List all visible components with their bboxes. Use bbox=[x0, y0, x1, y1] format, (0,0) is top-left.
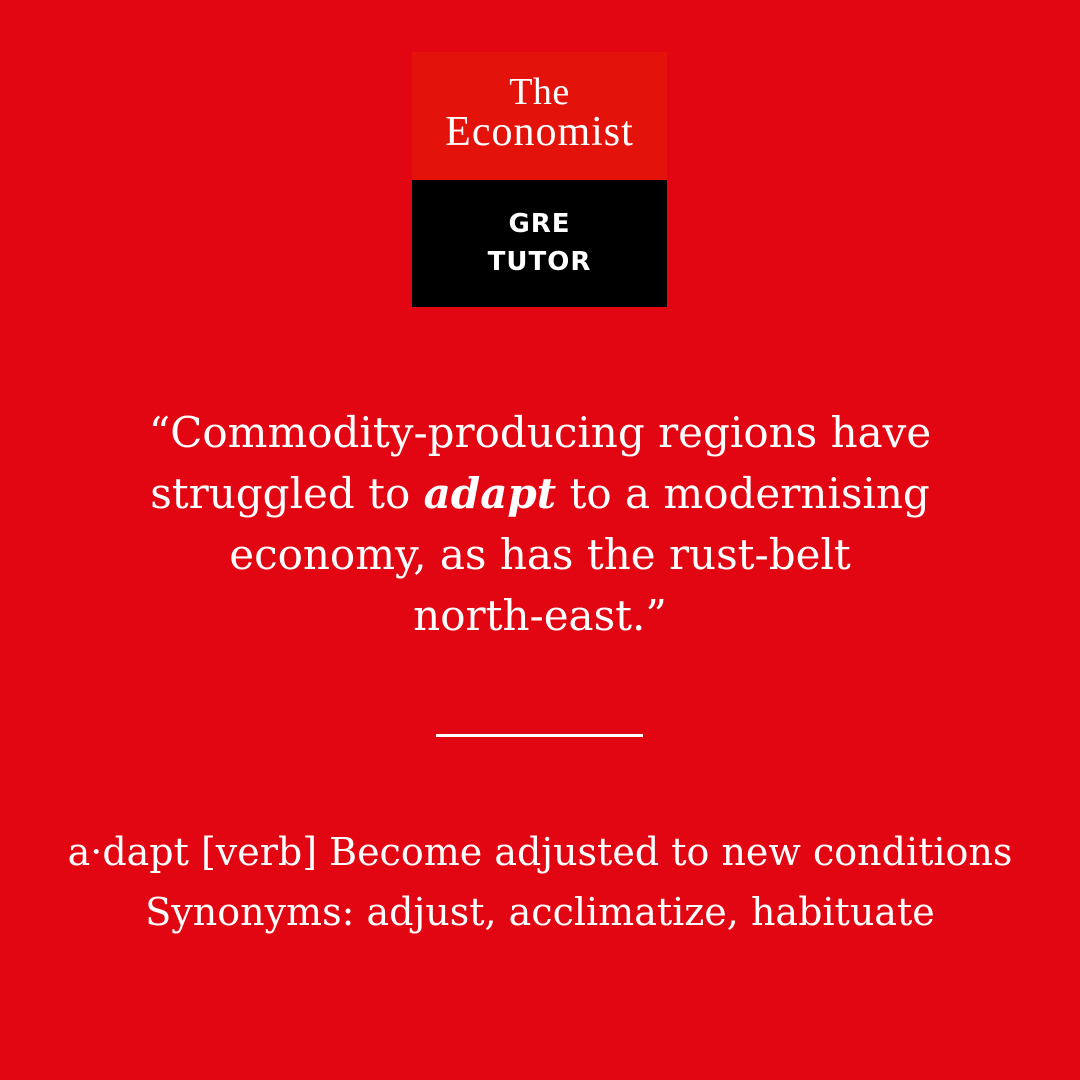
logo-masthead: The Economist bbox=[412, 52, 667, 180]
definition-line: a·dapt [verb] Become adjusted to new con… bbox=[67, 830, 1013, 874]
synonyms-line: Synonyms: adjust, acclimatize, habituate bbox=[145, 890, 935, 934]
quote-line-2-start: struggled to bbox=[150, 469, 424, 518]
logo-tutor-text: TUTOR bbox=[487, 247, 592, 277]
economist-gre-tutor-logo: The Economist GRE TUTOR bbox=[412, 52, 667, 307]
logo-the-text: The bbox=[509, 71, 570, 113]
quote-line-2: struggled to adapt to a modernising bbox=[90, 463, 990, 524]
example-quote: “Commodity-producing regions have strugg… bbox=[90, 402, 990, 646]
quote-line-1: “Commodity-producing regions have bbox=[148, 408, 932, 457]
quote-line-4: north-east.” bbox=[413, 591, 667, 640]
quote-line-3: economy, as has the rust-belt bbox=[229, 530, 851, 579]
quote-keyword: adapt bbox=[423, 469, 557, 518]
word-definition: a·dapt [verb] Become adjusted to new con… bbox=[40, 822, 1040, 942]
quote-line-2-end: to a modernising bbox=[556, 469, 930, 518]
logo-subtitle-block: GRE TUTOR bbox=[412, 180, 667, 307]
section-divider bbox=[436, 734, 643, 737]
logo-gre-text: GRE bbox=[508, 209, 571, 239]
logo-economist-text: Economist bbox=[445, 109, 634, 155]
